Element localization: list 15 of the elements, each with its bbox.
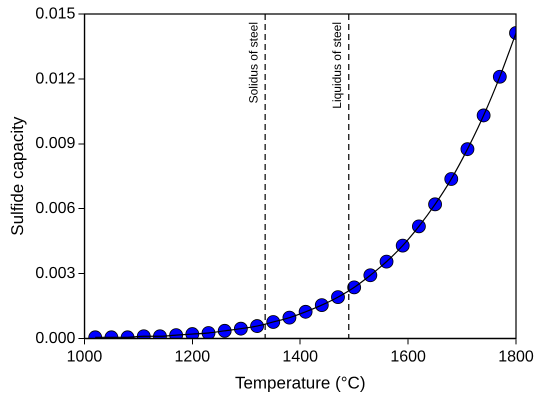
y-tick-label: 0.009 bbox=[35, 135, 76, 152]
x-axis-title: Temperature (°C) bbox=[234, 373, 366, 392]
x-tick-label: 1800 bbox=[498, 348, 534, 366]
y-tick-label: 0.006 bbox=[35, 200, 76, 218]
y-tick-label: 0.003 bbox=[35, 264, 76, 282]
y-axis-title: Sulfide capacity bbox=[8, 116, 27, 236]
y-tick-label: 0.000 bbox=[35, 330, 76, 347]
y-tick-label: 0.012 bbox=[35, 70, 76, 88]
x-tick-label: 1200 bbox=[174, 348, 210, 366]
y-tick-label: 0.015 bbox=[35, 5, 76, 22]
x-tick-label: 1000 bbox=[66, 348, 102, 366]
x-tick-label: 1400 bbox=[282, 348, 318, 366]
ref-line-label: Solidus of steel bbox=[246, 22, 260, 104]
x-tick-label: 1600 bbox=[390, 348, 426, 366]
ref-line-label: Liquidus of steel bbox=[330, 22, 344, 109]
